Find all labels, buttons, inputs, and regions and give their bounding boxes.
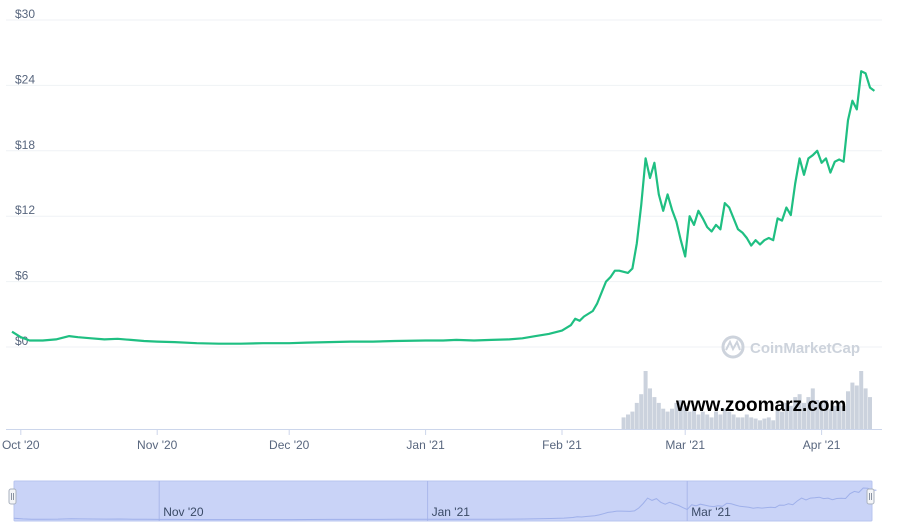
x-tick-label: Apr '21 — [803, 438, 841, 452]
volume-bar — [656, 402, 661, 429]
y-tick-label: $6 — [15, 269, 29, 283]
volume-bar — [819, 402, 824, 429]
y-tick-label: $0 — [15, 334, 29, 348]
volume-bar — [788, 405, 793, 429]
volume-bar — [828, 408, 833, 429]
volume-bar — [678, 400, 683, 429]
volume-bar — [846, 391, 850, 429]
coinmarketcap-watermark-text: CoinMarketCap — [750, 340, 860, 357]
volume-bar — [731, 414, 736, 429]
volume-bar — [841, 405, 846, 429]
volume-bar — [687, 411, 692, 429]
x-tick-label: Jan '21 — [406, 438, 445, 452]
volume-bar — [797, 394, 802, 429]
volume-bar — [780, 411, 784, 429]
volume-bar — [766, 417, 771, 429]
volume-bar — [648, 388, 652, 429]
range-navigator[interactable]: Nov '20 Jan '21 Mar '21 — [8, 480, 877, 522]
volume-bar — [705, 414, 710, 429]
x-tick-label: Mar '21 — [665, 438, 705, 452]
volume-bar — [863, 388, 868, 429]
volume-bar — [626, 414, 630, 429]
navigator-tick-label: Mar '21 — [691, 505, 731, 519]
navigator-left-handle[interactable] — [8, 488, 17, 505]
grid-lines — [6, 19, 882, 348]
volume-bar — [639, 394, 644, 429]
volume-bar — [670, 408, 674, 429]
volume-bar — [749, 417, 754, 429]
volume-bar — [753, 418, 758, 429]
y-axis-ticks: $0 $6 $12 $18 $24 $30 — [15, 7, 35, 348]
navigator-tick-label: Jan '21 — [432, 505, 471, 519]
volume-bar — [665, 411, 670, 429]
volume-bar — [854, 385, 859, 429]
volume-bar — [771, 420, 776, 429]
volume-bar — [643, 371, 648, 429]
volume-bar — [692, 408, 696, 429]
volume-bar — [652, 397, 657, 429]
volume-bar — [696, 414, 701, 429]
volume-bar — [709, 417, 714, 429]
volume-bar — [683, 405, 688, 429]
navigator-ticks: Nov '20 Jan '21 Mar '21 — [163, 505, 731, 519]
volume-bar — [837, 402, 842, 429]
coinmarketcap-logo-icon — [721, 335, 745, 359]
volume-bar — [700, 411, 705, 429]
price-series-line — [11, 70, 876, 345]
x-tick-label: Feb '21 — [542, 438, 582, 452]
volume-bar — [727, 411, 732, 429]
x-tick-label: Dec '20 — [269, 438, 310, 452]
volume-bar — [850, 382, 855, 429]
volume-bar — [736, 417, 740, 429]
volume-bar — [810, 388, 815, 429]
volume-bar — [806, 397, 811, 429]
volume-bar — [634, 402, 639, 429]
volume-bar — [775, 408, 780, 429]
x-tick-label: Oct '20 — [2, 438, 40, 452]
navigator-right-handle[interactable] — [866, 488, 875, 505]
x-axis-ticks: Oct '20 Nov '20 Dec '20 Jan '21 Feb '21 Mar '… — [2, 429, 841, 452]
y-tick-label: $30 — [15, 7, 35, 21]
volume-bar — [793, 397, 798, 429]
volume-bar — [868, 397, 872, 429]
volume-bar — [740, 417, 745, 429]
volume-bar — [824, 400, 828, 429]
volume-bar — [762, 418, 767, 429]
volume-bar — [630, 411, 635, 429]
volume-bar — [722, 408, 727, 429]
volume-bars — [621, 371, 872, 429]
volume-bar — [832, 405, 837, 429]
volume-bar — [815, 400, 820, 429]
site-watermark-text: www.zoomarz.com — [675, 395, 846, 416]
navigator-tick-label: Nov '20 — [163, 505, 204, 519]
volume-bar — [621, 417, 626, 429]
coinmarketcap-watermark: CoinMarketCap — [721, 335, 860, 359]
navigator-gridlines — [158, 481, 688, 521]
volume-bar — [714, 411, 718, 429]
x-tick-label: Nov '20 — [137, 438, 178, 452]
y-tick-label: $18 — [15, 138, 35, 152]
volume-bar — [802, 402, 806, 429]
volume-bar — [661, 408, 666, 429]
volume-bar — [859, 371, 864, 429]
volume-bar — [758, 420, 762, 429]
volume-bar — [718, 414, 723, 429]
volume-bar — [674, 402, 679, 429]
navigator-series-line — [13, 487, 877, 521]
y-tick-label: $12 — [15, 203, 35, 217]
volume-bar — [784, 402, 789, 429]
volume-bar — [744, 414, 749, 429]
y-tick-label: $24 — [15, 72, 35, 86]
